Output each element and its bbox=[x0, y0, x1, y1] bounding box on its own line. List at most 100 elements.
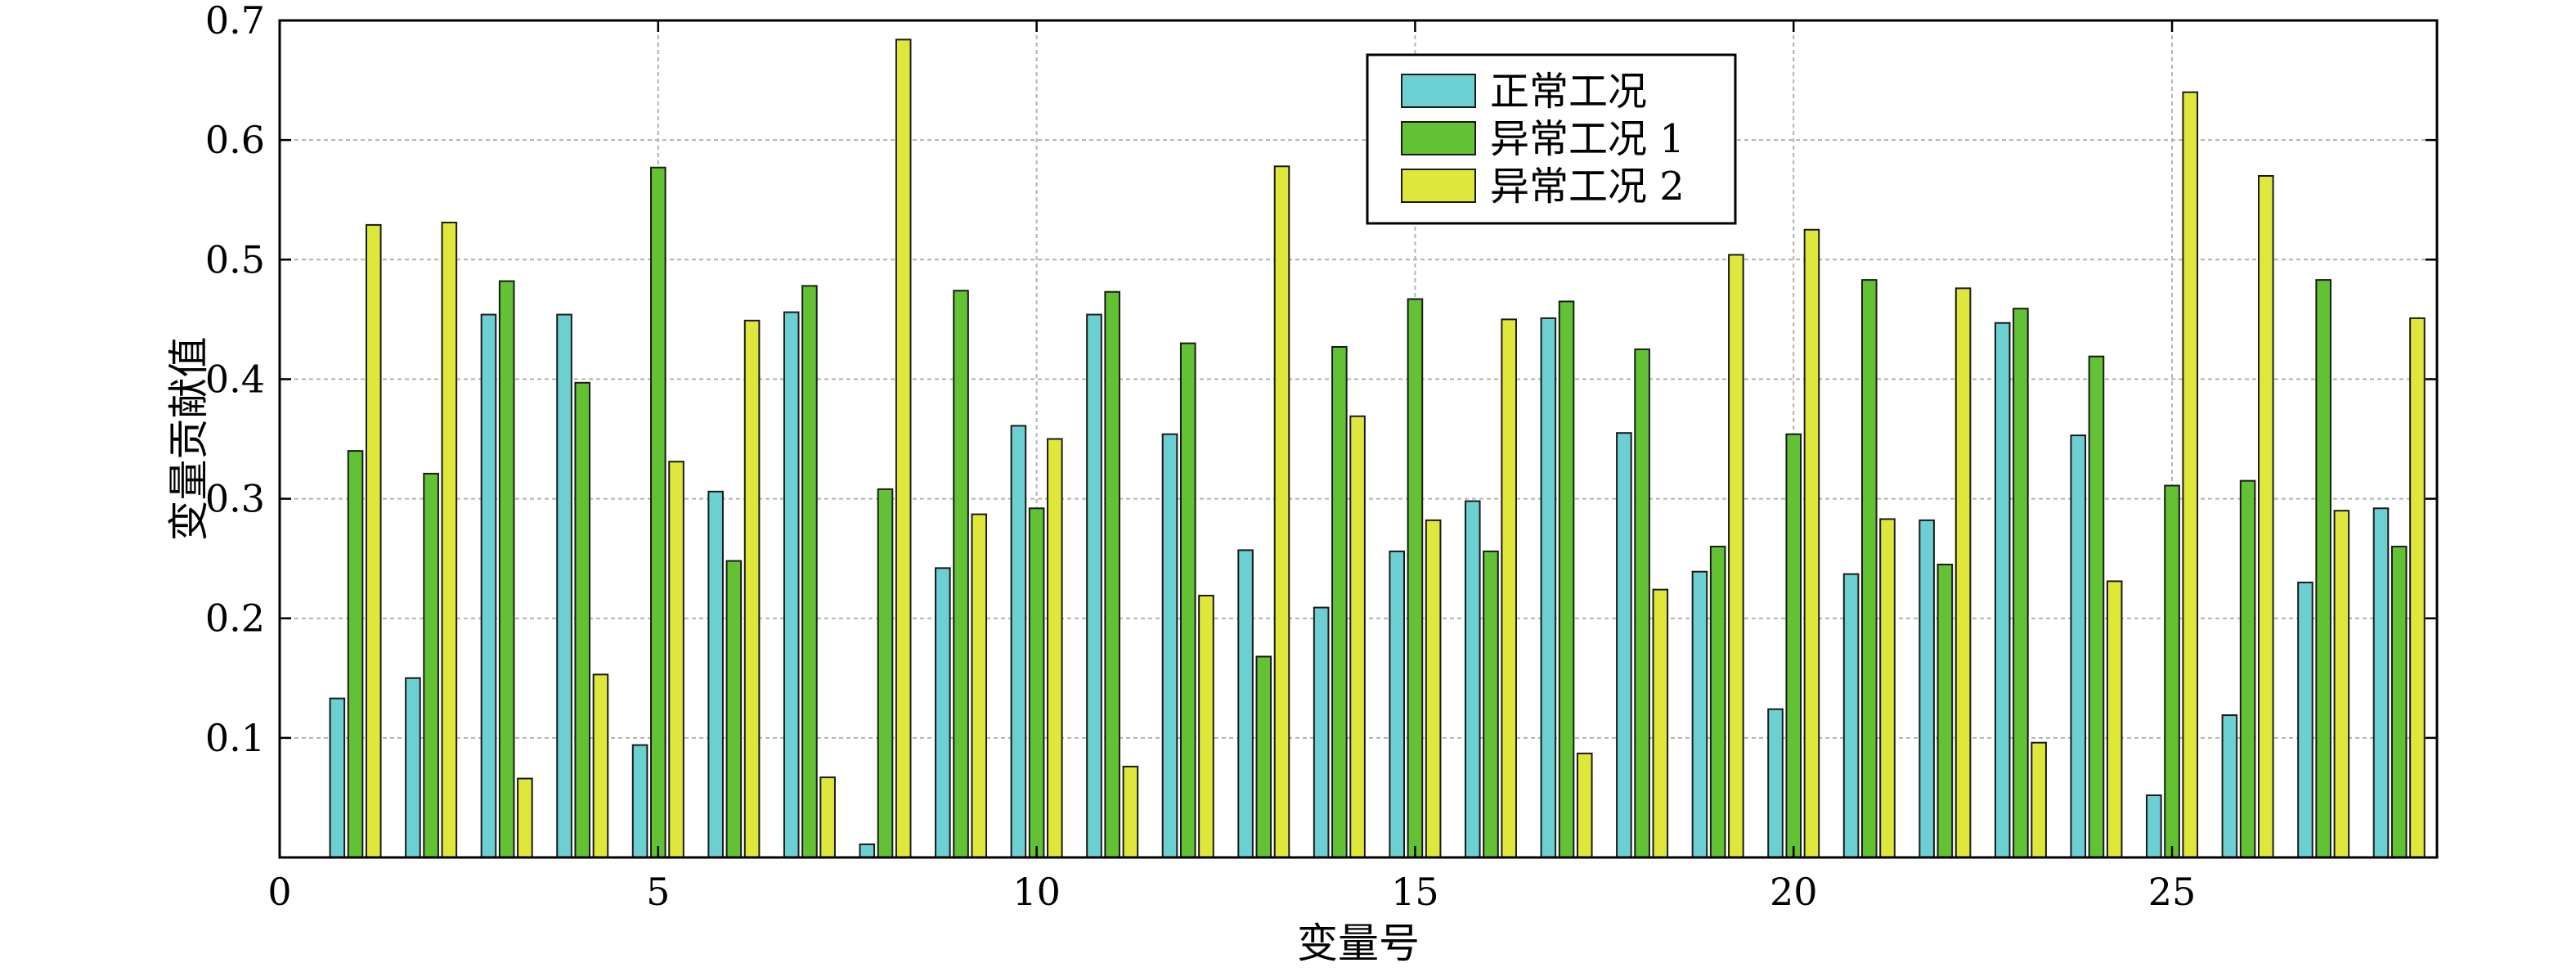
bar-series-1 bbox=[480, 313, 497, 858]
bar-series-3 bbox=[2333, 510, 2350, 859]
y-tick-label: 0.7 bbox=[205, 0, 265, 43]
bar-series-2 bbox=[725, 560, 743, 859]
legend-swatch-1 bbox=[1401, 74, 1476, 108]
bar-series-1 bbox=[1161, 433, 1178, 858]
bar-series-3 bbox=[819, 776, 836, 858]
bar-series-1 bbox=[707, 490, 724, 858]
y-tick-label: 0.6 bbox=[205, 118, 265, 162]
bar-series-1 bbox=[1389, 550, 1405, 858]
bar-series-2 bbox=[1558, 300, 1575, 858]
bar-series-2 bbox=[2164, 484, 2180, 858]
bar-series-1 bbox=[859, 843, 876, 859]
bar-series-1 bbox=[1313, 606, 1330, 858]
y-tick-label: 0.4 bbox=[205, 357, 265, 401]
x-tick-label: 10 bbox=[1012, 870, 1061, 914]
bar-series-2 bbox=[2390, 546, 2408, 858]
legend-label-3: 异常工况 2 bbox=[1490, 164, 1685, 209]
bar-series-1 bbox=[1086, 313, 1102, 858]
bar-series-2 bbox=[1634, 348, 1650, 858]
y-axis-title: 变量贡献值 bbox=[165, 337, 213, 542]
bar-series-3 bbox=[971, 513, 988, 858]
bar-series-2 bbox=[1936, 563, 1954, 858]
x-tick-label: 15 bbox=[1391, 870, 1439, 914]
bar-series-2 bbox=[1179, 342, 1196, 859]
bar-series-2 bbox=[2239, 479, 2256, 859]
bars-layer bbox=[329, 38, 2426, 859]
x-axis-title: 变量号 bbox=[1297, 920, 1420, 967]
bar-series-1 bbox=[2070, 434, 2087, 858]
bar-series-2 bbox=[1785, 433, 1802, 858]
bar-series-1 bbox=[1464, 500, 1481, 858]
bar-series-1 bbox=[1616, 432, 1632, 858]
bar-series-1 bbox=[1919, 519, 1935, 858]
y-tick-label: 0.1 bbox=[205, 716, 265, 760]
legend-label-2: 异常工况 1 bbox=[1490, 116, 1685, 162]
bar-series-2 bbox=[498, 280, 515, 858]
bar-series-2 bbox=[423, 472, 439, 858]
bar-series-1 bbox=[1010, 425, 1027, 858]
bar-series-2 bbox=[1331, 345, 1348, 859]
bar-series-3 bbox=[592, 673, 609, 858]
legend-swatch-2 bbox=[1401, 121, 1476, 155]
bar-series-3 bbox=[895, 38, 912, 858]
bar-series-1 bbox=[556, 313, 572, 858]
plot-frame bbox=[278, 19, 2439, 859]
y-tick-label: 0.3 bbox=[205, 477, 265, 521]
x-tick-label: 20 bbox=[1770, 870, 1818, 914]
ticks-layer: 0.1 0.2 0.3 0.4 0.5 0.6 0.7 0 5 10 15 20 25 bbox=[205, 0, 2437, 914]
bar-series-2 bbox=[877, 488, 894, 858]
bar-series-3 bbox=[1501, 318, 1517, 859]
bar-series-2 bbox=[347, 450, 364, 858]
bar-series-2 bbox=[1709, 546, 1726, 858]
x-tick-label: 25 bbox=[2148, 870, 2197, 914]
bar-series-1 bbox=[2221, 714, 2238, 859]
bar-series-3 bbox=[668, 461, 684, 858]
bar-series-3 bbox=[1349, 415, 1366, 858]
bar-series-1 bbox=[2146, 794, 2162, 859]
bar-series-1 bbox=[1237, 549, 1254, 858]
y-tick-label: 0.5 bbox=[205, 237, 265, 281]
bar-series-2 bbox=[953, 290, 969, 859]
bar-series-3 bbox=[1198, 594, 1214, 858]
bar-series-2 bbox=[650, 166, 666, 858]
bar-series-3 bbox=[1047, 438, 1063, 858]
axes-layer bbox=[278, 19, 2439, 859]
bar-series-1 bbox=[1767, 708, 1784, 858]
bar-series-3 bbox=[1879, 518, 1896, 858]
bar-series-1 bbox=[2297, 581, 2313, 858]
bar-series-1 bbox=[329, 697, 346, 858]
legend-swatch-3 bbox=[1401, 169, 1476, 203]
y-tick-label: 0.2 bbox=[205, 596, 265, 641]
bar-series-3 bbox=[441, 221, 458, 858]
bar-series-2 bbox=[2315, 279, 2331, 858]
bar-series-3 bbox=[1425, 519, 1442, 858]
bar-series-2 bbox=[2013, 308, 2029, 858]
bar-series-2 bbox=[801, 285, 818, 858]
bar-series-2 bbox=[1104, 290, 1120, 859]
bar-series-3 bbox=[1652, 588, 1669, 858]
legend-label-1: 正常工况 bbox=[1490, 69, 1647, 115]
bar-series-2 bbox=[1483, 550, 1499, 858]
bar-series-3 bbox=[2409, 317, 2426, 859]
bar-series-1 bbox=[1540, 317, 1557, 859]
bar-series-2 bbox=[1255, 655, 1272, 858]
bar-series-2 bbox=[1407, 298, 1424, 858]
bar-series-3 bbox=[2031, 741, 2047, 859]
bar-series-3 bbox=[1728, 254, 1744, 858]
bar-series-1 bbox=[2372, 507, 2390, 859]
bar-series-1 bbox=[935, 567, 951, 858]
bar-series-3 bbox=[517, 777, 533, 858]
bar-series-3 bbox=[1954, 287, 1972, 858]
bar-series-1 bbox=[1994, 322, 2011, 858]
bar-series-3 bbox=[1122, 765, 1139, 859]
bar-series-2 bbox=[574, 381, 591, 858]
bar-series-1 bbox=[783, 311, 800, 858]
bar-series-2 bbox=[2088, 355, 2105, 858]
bar-series-1 bbox=[1691, 570, 1708, 858]
bar-series-2 bbox=[1028, 507, 1045, 859]
x-tick-label: 5 bbox=[646, 870, 670, 914]
bar-series-3 bbox=[1576, 752, 1593, 858]
